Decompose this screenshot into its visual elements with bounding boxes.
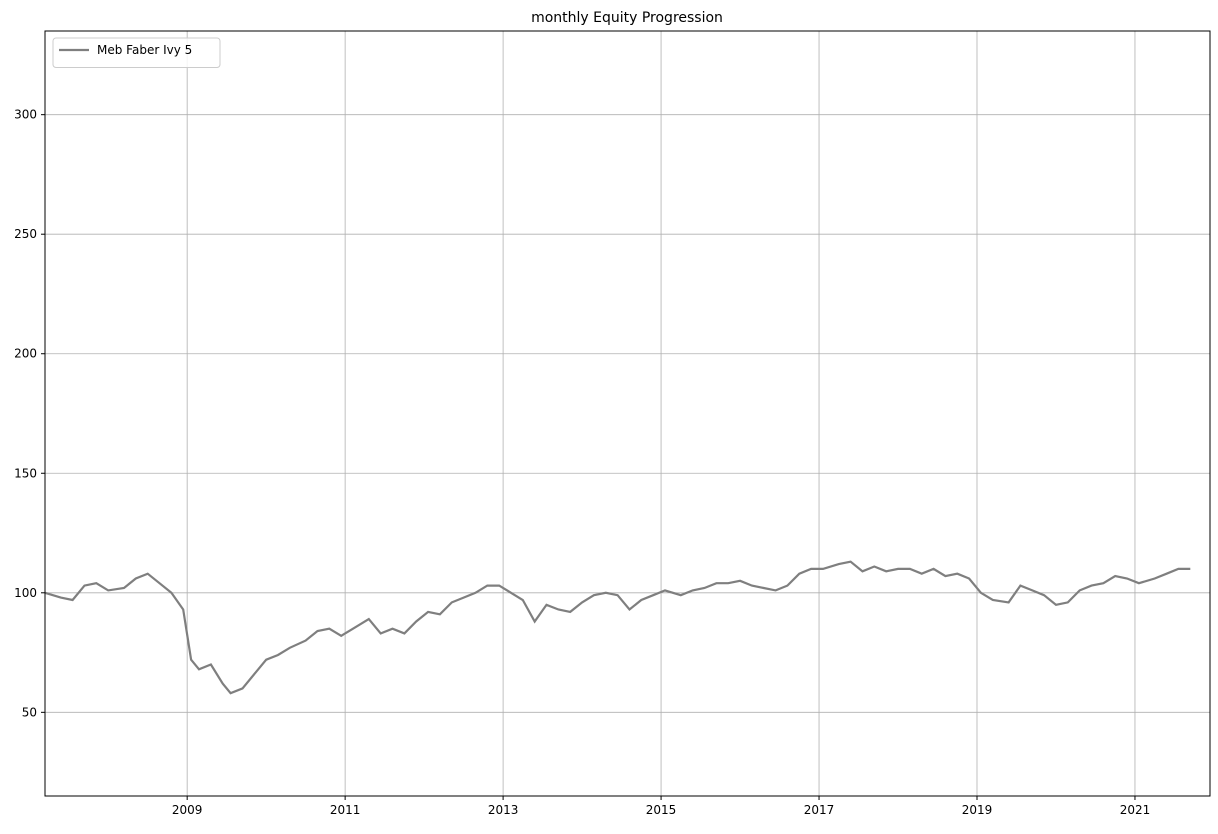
series-line-0 [44, 560, 1191, 695]
y-tick-label: 150 [14, 466, 37, 480]
y-tick-label: 250 [14, 227, 37, 241]
plot-frame [44, 30, 1211, 797]
x-tick-label: 2019 [962, 803, 993, 817]
y-tick-label: 300 [14, 108, 37, 122]
x-tick-label: 2013 [488, 803, 519, 817]
legend-label: Meb Faber Ivy 5 [97, 43, 192, 57]
y-tick-label: 100 [14, 586, 37, 600]
y-axis: 50 100 150 200 250 300 [14, 108, 45, 719]
legend: Meb Faber Ivy 5 [52, 37, 221, 68]
chart-title: monthly Equity Progression [531, 10, 723, 26]
x-tick-label: 2011 [330, 803, 361, 817]
grid [45, 31, 1210, 796]
y-tick-label: 200 [14, 347, 37, 361]
x-tick-label: 2017 [804, 803, 835, 817]
legend-box [52, 37, 221, 68]
x-axis: 2009 2011 2013 2015 2017 2019 2021 [172, 796, 1150, 817]
y-tick-label: 50 [22, 705, 37, 719]
x-tick-label: 2021 [1120, 803, 1151, 817]
x-tick-label: 2015 [646, 803, 677, 817]
series-lines [44, 560, 1191, 695]
x-tick-label: 2009 [172, 803, 203, 817]
